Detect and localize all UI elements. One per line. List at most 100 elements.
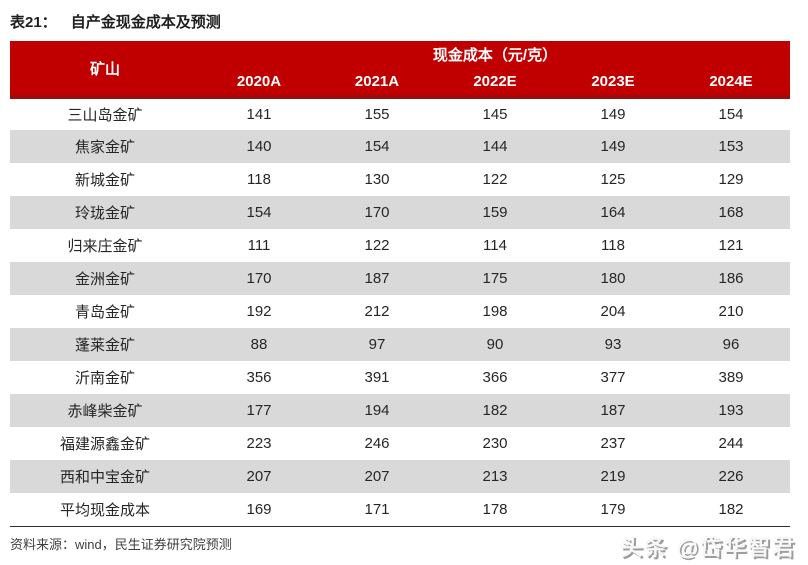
cost-value-cell: 179 [600, 501, 626, 518]
cost-value-cell: 93 [604, 336, 622, 353]
cost-value-cell: 129 [718, 171, 744, 188]
cost-value-cell: 97 [368, 336, 386, 353]
cost-value-cell: 170 [364, 204, 390, 221]
cost-value-cell: 194 [364, 402, 390, 419]
cost-value-cell: 186 [718, 270, 744, 287]
cost-value-cell: 114 [483, 237, 507, 254]
table-header: 矿山 现金成本（元/克） 2020A 2021A 2022E 2023E 2024E [10, 41, 790, 99]
cost-value-cell: 177 [246, 402, 272, 419]
table-row: 西和中宝金矿 207 207 213 219 226 [10, 460, 790, 493]
cost-value-cell: 226 [718, 468, 744, 485]
cost-value-cell: 198 [482, 303, 508, 320]
cost-value-cell: 213 [482, 468, 508, 485]
table-row: 平均现金成本 169 171 178 179 182 [10, 493, 790, 526]
cost-value-cell: 193 [718, 402, 744, 419]
table-row: 蓬莱金矿 88 97 90 93 96 [10, 328, 790, 361]
table-row: 沂南金矿 356 391 366 377 389 [10, 361, 790, 394]
cost-value-cell: 149 [600, 106, 626, 123]
cost-value-cell: 180 [600, 270, 626, 287]
cost-value-cell: 356 [246, 369, 272, 386]
col-header-year: 2020A [200, 68, 318, 99]
cost-value-cell: 207 [364, 468, 390, 485]
cost-value-cell: 182 [718, 501, 744, 518]
cost-value-cell: 130 [364, 171, 390, 188]
table-row: 玲珑金矿 154 170 159 164 168 [10, 196, 790, 229]
cost-value-cell: 389 [718, 369, 744, 386]
mine-name-cell: 玲珑金矿 [74, 205, 135, 222]
cost-value-cell: 122 [364, 237, 390, 254]
cost-value-cell: 219 [600, 468, 626, 485]
cost-value-cell: 210 [718, 303, 744, 320]
cost-value-cell: 153 [718, 138, 744, 155]
cost-value-cell: 111 [247, 237, 271, 254]
cost-value-cell: 145 [482, 106, 508, 123]
cost-value-cell: 212 [364, 303, 390, 320]
cost-value-cell: 140 [246, 138, 272, 155]
cost-value-cell: 170 [246, 270, 272, 287]
cost-value-cell: 171 [364, 501, 390, 518]
table-bottom-rule [10, 526, 790, 527]
cost-value-cell: 230 [482, 435, 508, 452]
table-number-label: 表21： [10, 14, 57, 31]
cost-value-cell: 121 [718, 237, 744, 254]
table-row: 焦家金矿 140 154 144 149 153 [10, 130, 790, 163]
cost-value-cell: 168 [718, 204, 744, 221]
group-header-cash-cost: 现金成本（元/克） [200, 41, 790, 68]
cost-value-cell: 118 [601, 237, 625, 254]
col-header-mine: 矿山 [10, 41, 200, 99]
cost-value-cell: 144 [482, 138, 508, 155]
cost-value-cell: 391 [364, 369, 390, 386]
table-title-text: 自产金现金成本及预测 [70, 14, 221, 31]
table-row: 赤峰柴金矿 177 194 182 187 193 [10, 394, 790, 427]
cost-value-cell: 154 [364, 138, 390, 155]
mine-name-cell: 平均现金成本 [59, 502, 150, 519]
cost-value-cell: 122 [482, 171, 508, 188]
cost-value-cell: 141 [246, 106, 272, 123]
cost-value-cell: 204 [600, 303, 626, 320]
mine-name-cell: 青岛金矿 [74, 304, 135, 321]
cost-value-cell: 149 [600, 138, 626, 155]
cost-value-cell: 118 [247, 171, 271, 188]
cost-value-cell: 192 [246, 303, 272, 320]
cost-value-cell: 246 [364, 435, 390, 452]
col-header-year: 2022E [436, 68, 554, 99]
cost-value-cell: 237 [600, 435, 626, 452]
cost-value-cell: 169 [246, 501, 272, 518]
cost-value-cell: 244 [718, 435, 744, 452]
cost-value-cell: 159 [482, 204, 508, 221]
cost-value-cell: 96 [722, 336, 740, 353]
mine-name-cell: 归来庄金矿 [67, 238, 143, 255]
mine-name-cell: 赤峰柴金矿 [67, 403, 143, 420]
mine-name-cell: 焦家金矿 [74, 139, 135, 156]
mine-name-cell: 西和中宝金矿 [59, 469, 150, 486]
cost-value-cell: 154 [718, 106, 744, 123]
watermark: 头条 @岱华智君 [620, 535, 796, 560]
cost-value-cell: 175 [482, 270, 508, 287]
mine-name-cell: 新城金矿 [74, 172, 135, 189]
table-title: 表21： 自产金现金成本及预测 [0, 0, 808, 41]
table-row: 新城金矿 118 130 122 125 129 [10, 163, 790, 196]
source-note: 资料来源：wind，民生证券研究院预测 [10, 537, 232, 552]
table-row: 青岛金矿 192 212 198 204 210 [10, 295, 790, 328]
mine-name-cell: 蓬莱金矿 [74, 337, 135, 354]
table-row: 福建源鑫金矿 223 246 230 237 244 [10, 427, 790, 460]
cost-value-cell: 88 [250, 336, 268, 353]
cost-value-cell: 187 [364, 270, 390, 287]
cost-value-cell: 377 [600, 369, 626, 386]
mine-name-cell: 福建源鑫金矿 [59, 436, 150, 453]
col-header-year: 2021A [318, 68, 436, 99]
mine-name-cell: 沂南金矿 [74, 370, 135, 387]
table-row: 归来庄金矿 111 122 114 118 121 [10, 229, 790, 262]
cost-value-cell: 366 [482, 369, 508, 386]
cost-value-cell: 125 [600, 171, 626, 188]
table-row: 三山岛金矿 141 155 145 149 154 [10, 97, 790, 130]
table-row: 金洲金矿 170 187 175 180 186 [10, 262, 790, 295]
cost-value-cell: 207 [246, 468, 272, 485]
mine-name-cell: 三山岛金矿 [67, 107, 143, 124]
cost-value-cell: 90 [486, 336, 504, 353]
cost-value-cell: 223 [246, 435, 272, 452]
cost-value-cell: 154 [246, 204, 272, 221]
mine-name-cell: 金洲金矿 [74, 271, 135, 288]
col-header-year: 2024E [672, 68, 790, 99]
cost-value-cell: 155 [364, 106, 390, 123]
